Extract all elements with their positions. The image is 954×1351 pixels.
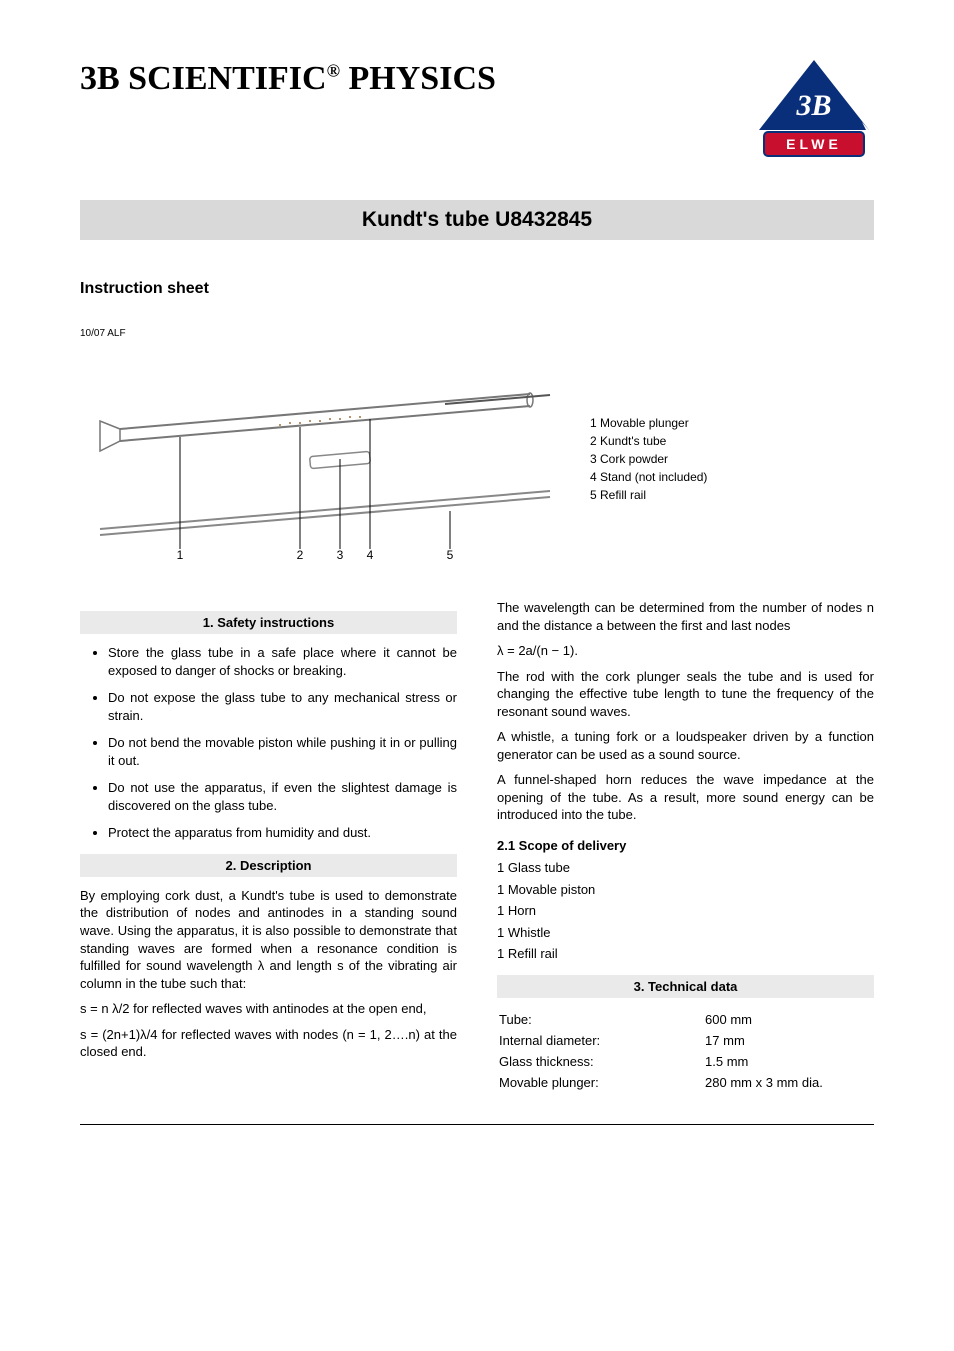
description-formula-1: s = n λ/2 for reflected waves with antin… [80, 1000, 457, 1018]
svg-text:3B: 3B [795, 89, 831, 122]
section-2-heading: 2. Description [80, 854, 457, 877]
figure-label-4: 4 [367, 548, 374, 559]
figure-row: 1 2 3 4 5 1 Movable plunger 2 Kundt's tu… [80, 359, 874, 559]
scope-item: 1 Horn [497, 902, 874, 920]
figure-label-2: 2 [297, 548, 304, 559]
scope-heading: 2.1 Scope of delivery [497, 838, 874, 853]
technical-data-table: Tube:600 mm Internal diameter:17 mm Glas… [497, 1008, 874, 1094]
safety-item: Store the glass tube in a safe place whe… [108, 644, 457, 679]
scope-list: 1 Glass tube 1 Movable piston 1 Horn 1 W… [497, 859, 874, 963]
tech-val: 1.5 mm [705, 1052, 872, 1071]
legend-item: 5 Refill rail [590, 486, 707, 504]
legend-item: 4 Stand (not included) [590, 468, 707, 486]
description-formula-2: s = (2n+1)λ/4 for reflected waves with n… [80, 1026, 457, 1061]
right-column: The wavelength can be determined from th… [497, 599, 874, 1094]
content-columns: 1. Safety instructions Store the glass t… [80, 599, 874, 1094]
scope-item: 1 Glass tube [497, 859, 874, 877]
legend-item: 2 Kundt's tube [590, 432, 707, 450]
figure-label-5: 5 [447, 548, 454, 559]
wavelength-formula: λ = 2a/(n − 1). [497, 642, 874, 660]
table-row: Glass thickness:1.5 mm [499, 1052, 872, 1071]
figure-label-1: 1 [177, 548, 184, 559]
description-p1: By employing cork dust, a Kundt's tube i… [80, 887, 457, 992]
tech-key: Tube: [499, 1010, 703, 1029]
safety-item: Do not bend the movable piston while pus… [108, 734, 457, 769]
table-row: Movable plunger:280 mm x 3 mm dia. [499, 1073, 872, 1092]
brand-title: 3B SCIENTIFIC® PHYSICS [80, 60, 496, 98]
header: 3B SCIENTIFIC® PHYSICS 3B ELWE [80, 60, 874, 160]
document-code: 10/07 ALF [80, 328, 874, 339]
section-3-heading: 3. Technical data [497, 975, 874, 998]
footer-rule [80, 1124, 874, 1125]
left-column: 1. Safety instructions Store the glass t… [80, 599, 457, 1094]
tech-key: Internal diameter: [499, 1031, 703, 1050]
svg-text:ELWE: ELWE [786, 136, 842, 152]
tech-val: 280 mm x 3 mm dia. [705, 1073, 872, 1092]
legend-item: 1 Movable plunger [590, 414, 707, 432]
figure-legend: 1 Movable plunger 2 Kundt's tube 3 Cork … [590, 414, 707, 504]
tech-key: Movable plunger: [499, 1073, 703, 1092]
safety-item: Protect the apparatus from humidity and … [108, 824, 457, 842]
tech-key: Glass thickness: [499, 1052, 703, 1071]
section-1-heading: 1. Safety instructions [80, 611, 457, 634]
instruction-sheet-heading: Instruction sheet [80, 280, 874, 298]
scope-item: 1 Refill rail [497, 945, 874, 963]
legend-item: 3 Cork powder [590, 450, 707, 468]
right-p3: A whistle, a tuning fork or a loudspeake… [497, 728, 874, 763]
product-title-band: Kundt's tube U8432845 [80, 200, 874, 240]
tech-val: 600 mm [705, 1010, 872, 1029]
table-row: Tube:600 mm [499, 1010, 872, 1029]
scope-item: 1 Movable piston [497, 881, 874, 899]
brand-logo: 3B ELWE [754, 60, 874, 160]
scope-item: 1 Whistle [497, 924, 874, 942]
right-p1: The wavelength can be determined from th… [497, 599, 874, 634]
safety-item: Do not use the apparatus, if even the sl… [108, 779, 457, 814]
apparatus-figure: 1 2 3 4 5 [80, 359, 560, 559]
tech-val: 17 mm [705, 1031, 872, 1050]
safety-item: Do not expose the glass tube to any mech… [108, 689, 457, 724]
safety-list: Store the glass tube in a safe place whe… [80, 644, 457, 842]
right-p4: A funnel-shaped horn reduces the wave im… [497, 771, 874, 824]
figure-label-3: 3 [337, 548, 344, 559]
right-p2: The rod with the cork plunger seals the … [497, 668, 874, 721]
table-row: Internal diameter:17 mm [499, 1031, 872, 1050]
